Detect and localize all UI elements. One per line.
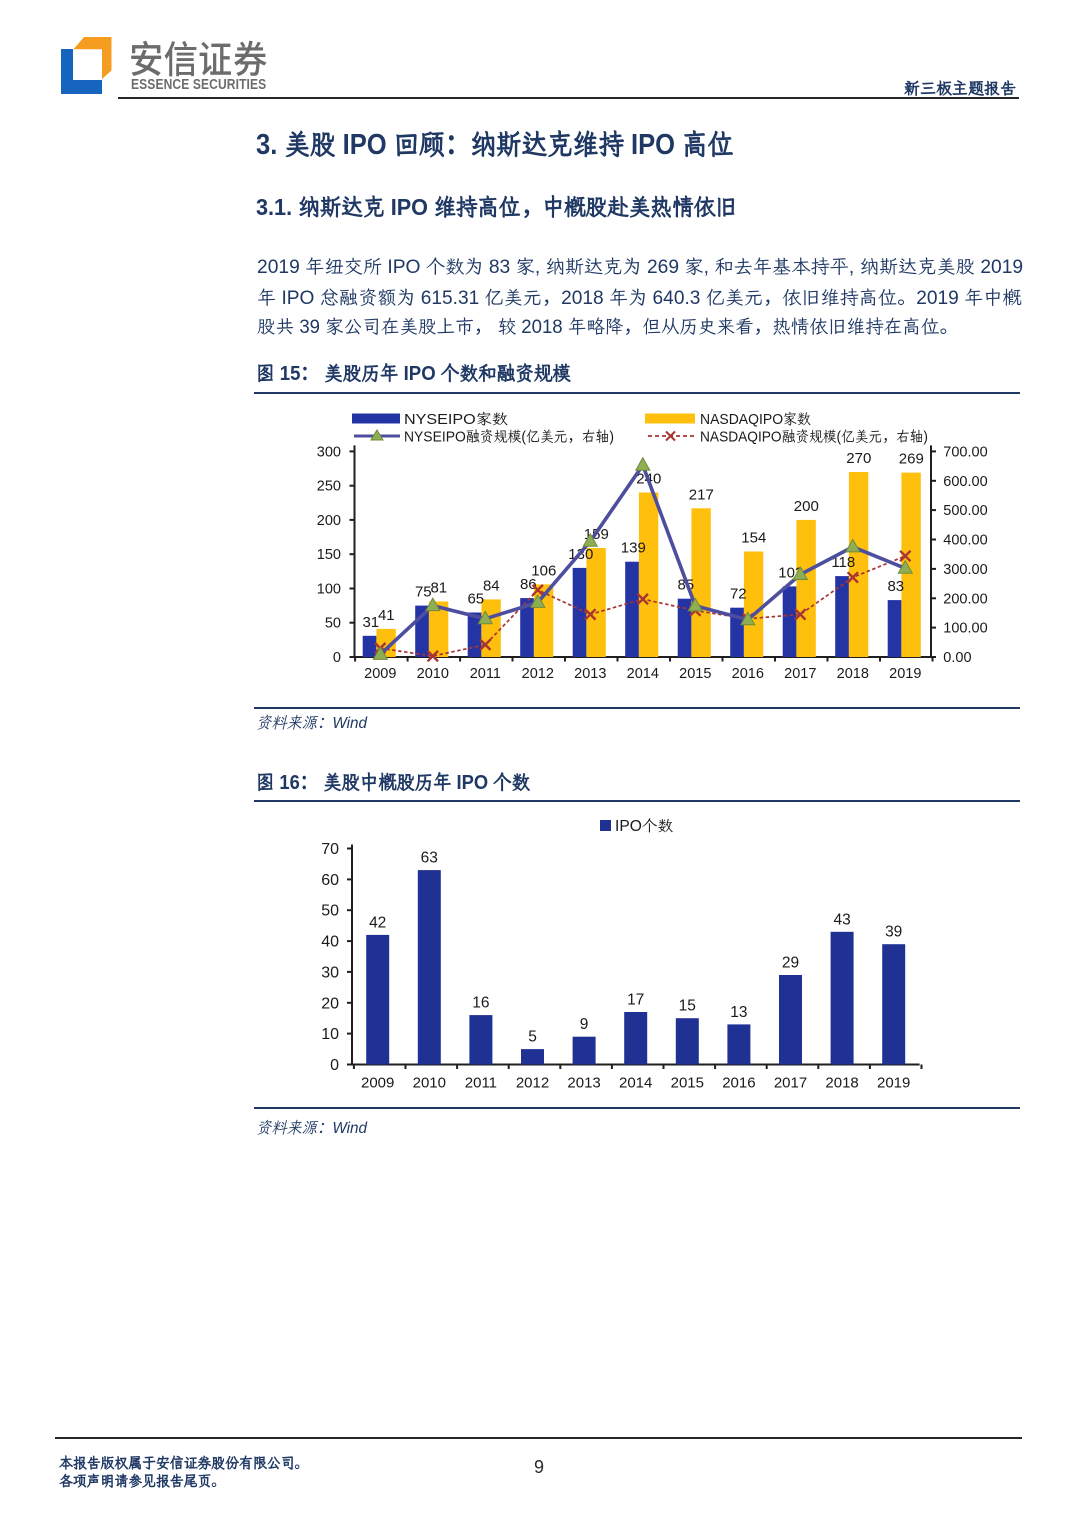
svg-text:20: 20 [321, 995, 339, 1012]
svg-text:139: 139 [621, 540, 646, 557]
svg-text:200: 200 [317, 513, 341, 529]
svg-text:NASDAQIPO融资规模(亿美元，右轴): NASDAQIPO融资规模(亿美元，右轴) [700, 429, 928, 446]
svg-text:2018: 2018 [825, 1075, 858, 1092]
svg-text:2018: 2018 [837, 666, 869, 682]
svg-text:16: 16 [472, 995, 489, 1012]
svg-text:2015: 2015 [671, 1075, 704, 1092]
svg-text:17: 17 [627, 992, 644, 1009]
svg-text:2011: 2011 [465, 1075, 497, 1092]
svg-text:106: 106 [531, 562, 556, 579]
svg-text:13: 13 [730, 1004, 747, 1021]
svg-text:15: 15 [679, 998, 696, 1015]
svg-text:NYSEIPO家数: NYSEIPO家数 [404, 411, 508, 428]
svg-text:41: 41 [378, 607, 395, 624]
svg-text:500.00: 500.00 [943, 503, 987, 519]
svg-text:0.00: 0.00 [943, 650, 971, 666]
svg-text:63: 63 [421, 850, 438, 867]
svg-text:2016: 2016 [732, 666, 764, 682]
svg-text:30: 30 [321, 964, 339, 981]
svg-text:2019: 2019 [889, 666, 921, 682]
svg-text:400.00: 400.00 [943, 533, 987, 549]
svg-text:200.00: 200.00 [943, 591, 987, 607]
svg-text:269: 269 [899, 451, 924, 468]
svg-text:2009: 2009 [361, 1075, 394, 1092]
svg-text:65: 65 [467, 591, 484, 608]
svg-text:75: 75 [415, 584, 432, 601]
svg-text:2014: 2014 [619, 1075, 652, 1092]
svg-text:2015: 2015 [679, 666, 711, 682]
svg-text:2012: 2012 [516, 1075, 549, 1092]
svg-text:2019: 2019 [877, 1075, 910, 1092]
svg-text:83: 83 [887, 578, 904, 595]
svg-text:72: 72 [730, 586, 747, 603]
svg-text:42: 42 [369, 914, 386, 931]
svg-text:10: 10 [321, 1026, 339, 1043]
svg-text:100.00: 100.00 [943, 621, 987, 637]
svg-text:70: 70 [321, 841, 339, 858]
svg-text:2014: 2014 [627, 666, 659, 682]
svg-text:217: 217 [689, 486, 714, 503]
svg-text:5: 5 [528, 1029, 537, 1046]
svg-text:31: 31 [362, 614, 379, 631]
svg-text:81: 81 [430, 580, 447, 597]
svg-text:2012: 2012 [522, 666, 554, 682]
svg-text:100: 100 [317, 582, 341, 598]
svg-text:2017: 2017 [774, 1075, 807, 1092]
svg-text:250: 250 [317, 479, 341, 495]
svg-text:300: 300 [317, 444, 341, 460]
svg-text:84: 84 [483, 577, 500, 594]
svg-text:60: 60 [321, 872, 339, 889]
svg-text:86: 86 [520, 576, 537, 593]
svg-text:9: 9 [580, 1016, 589, 1033]
svg-text:NASDAQIPO家数: NASDAQIPO家数 [700, 411, 811, 428]
svg-text:0: 0 [330, 1057, 339, 1074]
svg-text:29: 29 [782, 955, 799, 972]
svg-text:2009: 2009 [364, 666, 396, 682]
svg-text:43: 43 [833, 911, 850, 928]
svg-text:39: 39 [885, 924, 902, 941]
svg-text:NYSEIPO融资规模(亿美元，右轴): NYSEIPO融资规模(亿美元，右轴) [404, 429, 614, 446]
svg-text:2013: 2013 [567, 1075, 600, 1092]
svg-text:50: 50 [325, 616, 341, 632]
svg-text:270: 270 [846, 450, 871, 467]
svg-text:700.00: 700.00 [943, 444, 987, 460]
svg-text:2016: 2016 [722, 1075, 755, 1092]
svg-text:0: 0 [333, 650, 341, 666]
svg-text:154: 154 [741, 530, 766, 547]
svg-text:300.00: 300.00 [943, 562, 987, 578]
svg-text:2010: 2010 [417, 666, 449, 682]
svg-text:40: 40 [321, 934, 339, 951]
svg-text:2011: 2011 [470, 666, 501, 682]
svg-text:200: 200 [794, 498, 819, 515]
svg-text:2010: 2010 [413, 1075, 446, 1092]
svg-text:50: 50 [321, 903, 339, 920]
svg-text:IPO个数: IPO个数 [615, 818, 673, 835]
svg-text:150: 150 [317, 547, 341, 563]
svg-text:600.00: 600.00 [943, 474, 987, 490]
svg-text:2013: 2013 [574, 666, 606, 682]
svg-text:2017: 2017 [784, 666, 816, 682]
svg-text:118: 118 [831, 554, 855, 571]
